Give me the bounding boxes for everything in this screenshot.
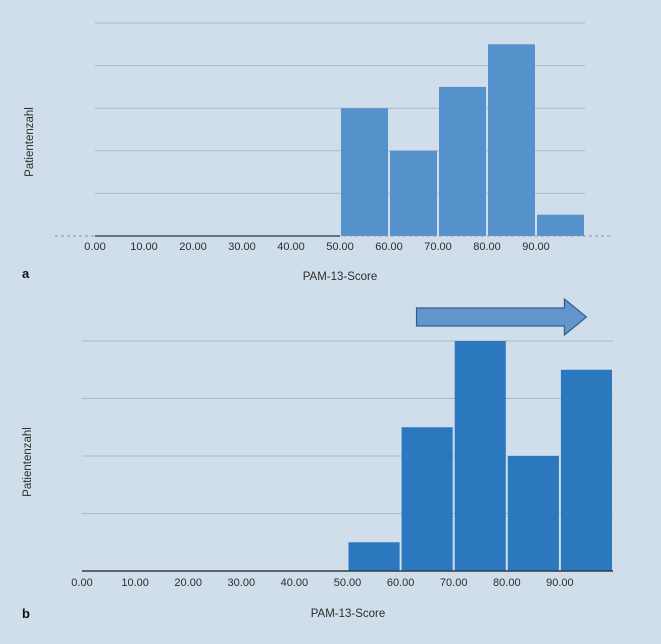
- bar: [341, 108, 388, 236]
- x-tick-label: 70.00: [440, 577, 468, 589]
- bar: [390, 150, 437, 236]
- bar: [454, 341, 506, 571]
- x-tick-label: 40.00: [281, 577, 309, 589]
- x-tick-label: 80.00: [473, 241, 501, 253]
- x-tick-label: 20.00: [174, 577, 202, 589]
- y-axis-label: Patientenzahl: [24, 107, 36, 177]
- x-tick-label: 0.00: [84, 241, 105, 253]
- bar: [348, 542, 400, 571]
- bar: [401, 427, 453, 571]
- bar: [537, 214, 584, 236]
- chart-panel-a: 0.00 10.00 20.00 30.00 40.00 50.00 60.00 70.00 8…: [24, 22, 610, 283]
- x-tick-label: 70.00: [424, 241, 452, 253]
- x-tick-label: 10.00: [130, 241, 158, 253]
- x-tick-label: 50.00: [334, 577, 362, 589]
- y-axis-label: Patientenzahl: [22, 427, 34, 497]
- x-axis-label: PAM-13-Score: [303, 271, 378, 283]
- x-tick-label: 0.00: [71, 577, 92, 589]
- bar: [488, 44, 535, 236]
- right-arrow-icon: [415, 297, 588, 337]
- x-tick-label: 90.00: [546, 577, 574, 589]
- x-tick-label: 20.00: [179, 241, 207, 253]
- x-tick-label: 90.00: [522, 241, 550, 253]
- x-tick-label: 80.00: [493, 577, 521, 589]
- bar: [560, 369, 612, 571]
- chart-panel-b: 0.00 10.00 20.00 30.00 40.00 50.00 60.00 70.00 8…: [22, 297, 613, 620]
- x-tick-label: 10.00: [121, 577, 149, 589]
- x-axis-label: PAM-13-Score: [311, 608, 386, 620]
- x-tick-label: 40.00: [277, 241, 305, 253]
- x-tick-label: 30.00: [228, 241, 256, 253]
- x-tick-label: 60.00: [375, 241, 403, 253]
- x-tick-label: 60.00: [387, 577, 415, 589]
- bar: [439, 86, 486, 237]
- bar: [507, 456, 559, 571]
- panel-label-b: b: [22, 606, 30, 621]
- x-tick-label: 30.00: [228, 577, 256, 589]
- panel-label-a: a: [22, 266, 30, 281]
- x-tick-label: 50.00: [326, 241, 354, 253]
